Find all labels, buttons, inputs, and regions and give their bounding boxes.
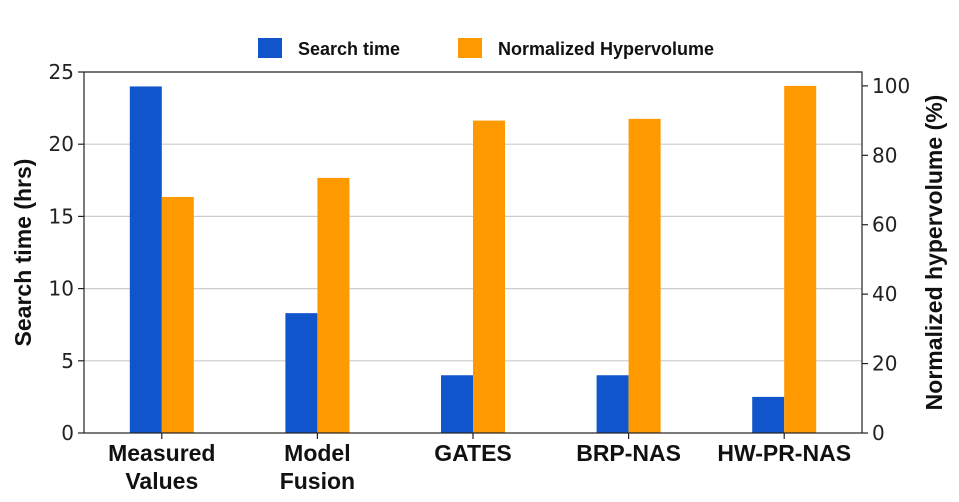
x-tick-label-line: HW-PR-NAS: [717, 440, 851, 466]
x-tick-label-line: GATES: [434, 440, 512, 466]
legend-swatch: [258, 38, 282, 58]
legend-label: Normalized Hypervolume: [498, 39, 714, 59]
legend: Search time Normalized Hypervolume: [258, 38, 714, 59]
bar-search-time: [129, 86, 162, 433]
x-tick-label: HW-PR-NAS: [717, 440, 851, 466]
y-tick-label-left: 20: [49, 132, 74, 156]
y-tick-label-right: 80: [872, 143, 897, 167]
bars: [129, 85, 817, 433]
x-tick-label: GATES: [434, 440, 512, 466]
bar-normalized-hypervolume: [473, 120, 505, 433]
y-axis-title-right: Normalized hypervolume (%): [921, 95, 947, 411]
y-axis-title-left: Search time (hrs): [10, 159, 36, 347]
y-tick-label-right: 40: [872, 282, 897, 306]
bar-search-time: [285, 313, 318, 433]
legend-label: Search time: [298, 39, 400, 59]
x-tick-label-line: Values: [125, 468, 198, 494]
bar-search-time: [441, 375, 473, 433]
x-tick-label: Model Fusion: [280, 440, 355, 494]
x-axis: Measured Values Model Fusion GATES BRP-NAS HW-…: [108, 433, 851, 494]
right-axis: 0 20 40 60 80 100: [862, 74, 910, 445]
y-tick-label-left: 10: [49, 277, 74, 301]
bar-normalized-hypervolume: [784, 85, 817, 433]
bar-normalized-hypervolume: [161, 196, 194, 433]
x-tick-label-line: Fusion: [280, 468, 355, 494]
y-tick-label-right: 100: [872, 74, 910, 98]
y-tick-label-right: 20: [872, 352, 897, 376]
x-tick-label: Measured Values: [108, 440, 215, 494]
left-axis: 0 5 10 15 20 25: [49, 60, 84, 445]
bar-search-time: [752, 396, 785, 433]
y-tick-label-right: 0: [872, 421, 885, 445]
bar-search-time: [596, 375, 629, 433]
y-tick-label-left: 15: [49, 204, 74, 228]
y-tick-label-left: 5: [61, 349, 74, 373]
y-tick-label-right: 60: [872, 213, 897, 237]
x-tick-label: BRP-NAS: [576, 440, 681, 466]
legend-swatch: [458, 38, 482, 58]
x-tick-label-line: Measured: [108, 440, 215, 466]
y-tick-label-left: 25: [49, 60, 74, 84]
y-tick-label-left: 0: [61, 421, 74, 445]
bar-normalized-hypervolume: [628, 118, 661, 433]
x-tick-label-line: Model: [284, 440, 350, 466]
bar-normalized-hypervolume: [317, 177, 350, 433]
x-tick-label-line: BRP-NAS: [576, 440, 681, 466]
